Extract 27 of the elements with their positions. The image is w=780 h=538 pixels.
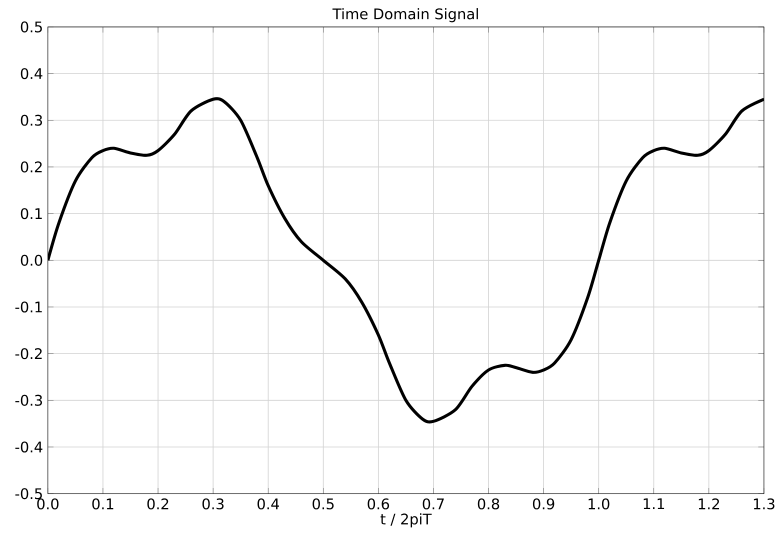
y-tick-label: -0.3: [15, 395, 42, 406]
x-axis-title: t / 2piT: [380, 513, 432, 528]
x-tick-label: 0.8: [478, 498, 500, 510]
x-tick-label: 0.0: [37, 498, 59, 510]
x-tick-label: 1.1: [644, 498, 664, 510]
y-tick-label: 0.0: [20, 254, 42, 266]
chart-title: Time Domain Signal: [332, 8, 478, 22]
x-tick-label: 0.1: [92, 498, 114, 510]
x-tick-label: 1.3: [754, 498, 774, 510]
y-tick-label: -0.4: [15, 442, 42, 453]
y-tick-label: 0.3: [20, 114, 42, 126]
x-tick-label: 0.7: [422, 498, 444, 510]
x-tick-label: 1.2: [698, 498, 720, 510]
y-tick-label: -0.2: [15, 348, 42, 360]
y-tick-label: -0.1: [15, 302, 42, 313]
x-tick-label: 0.9: [532, 498, 554, 510]
x-tick-label: 1.0: [588, 498, 610, 510]
y-tick-label: 0.4: [20, 68, 42, 80]
y-tick-label: 0.2: [20, 162, 42, 173]
x-tick-label: 0.4: [258, 498, 280, 510]
x-tick-label: 0.5: [312, 498, 334, 510]
y-tick-label: -0.5: [15, 488, 42, 500]
y-tick-label: 0.1: [20, 208, 42, 220]
x-tick-label: 0.2: [147, 498, 168, 510]
x-tick-label: 0.3: [202, 498, 224, 510]
x-tick-label: 0.6: [368, 498, 390, 510]
y-tick-label: 0.5: [20, 22, 42, 33]
